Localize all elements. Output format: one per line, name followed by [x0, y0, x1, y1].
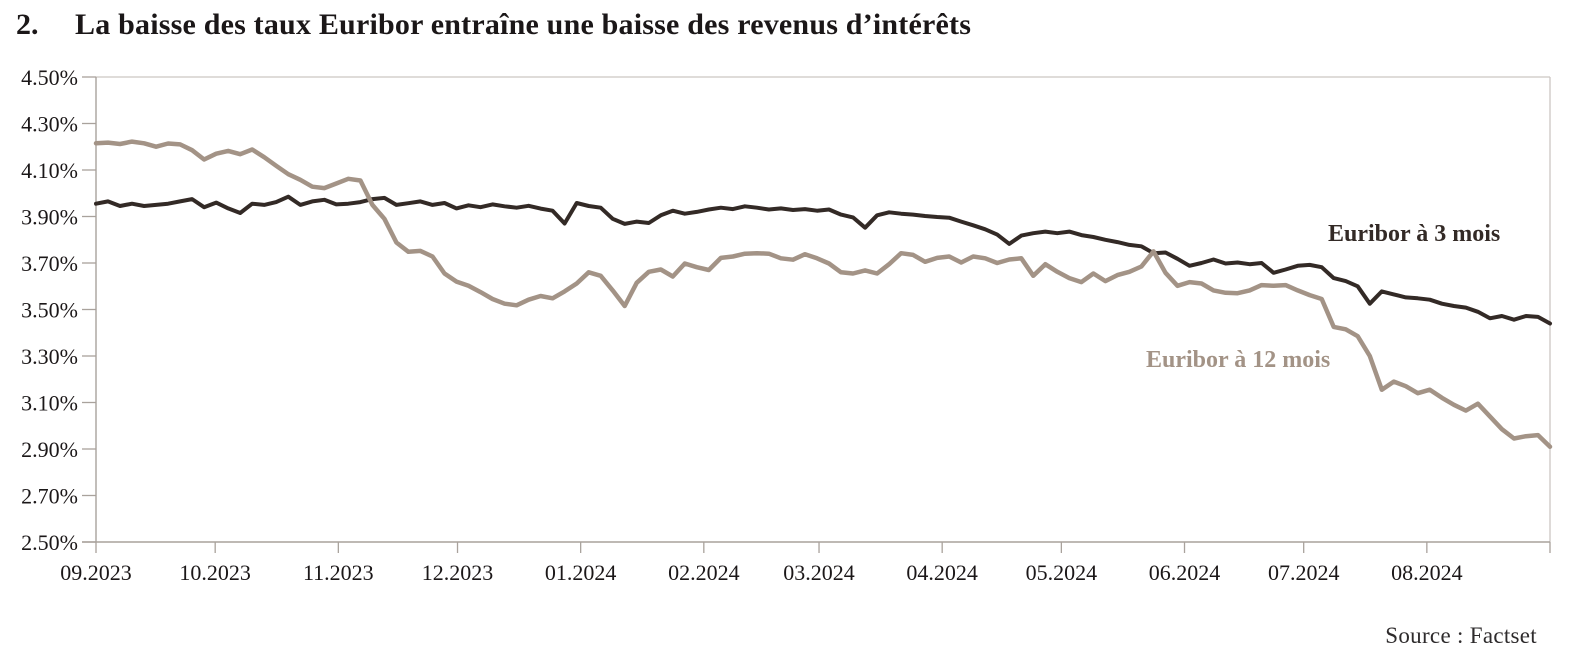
x-tick-label: 05.2024 — [1026, 560, 1098, 585]
y-tick-label: 3.10% — [21, 391, 78, 416]
page-title: La baisse des taux Euribor entraîne une … — [75, 8, 972, 41]
y-tick-label: 2.50% — [21, 530, 78, 555]
x-tick-label: 12.2023 — [422, 560, 494, 585]
y-tick-label: 4.10% — [21, 158, 78, 183]
x-tick-label: 09.2023 — [60, 560, 132, 585]
y-tick-label: 3.30% — [21, 344, 78, 369]
series-label-euribor-3m: Euribor à 3 mois — [1328, 221, 1501, 247]
x-tick-label: 03.2024 — [783, 560, 855, 585]
x-tick-label: 02.2024 — [668, 560, 740, 585]
y-tick-label: 3.50% — [21, 298, 78, 323]
y-tick-label: 4.50% — [21, 65, 78, 90]
series-label-euribor-12m: Euribor à 12 mois — [1146, 347, 1331, 373]
x-tick-label: 07.2024 — [1268, 560, 1340, 585]
source-caption: Source : Factset — [1385, 623, 1537, 648]
x-tick-label: 10.2023 — [179, 560, 251, 585]
x-tick-label: 11.2023 — [303, 560, 374, 585]
y-tick-label: 3.90% — [21, 205, 78, 230]
x-tick-label: 01.2024 — [545, 560, 617, 585]
x-tick-label: 08.2024 — [1391, 560, 1463, 585]
y-tick-label: 2.70% — [21, 484, 78, 509]
series-line-euribor-12m — [93, 139, 1553, 449]
y-tick-label: 4.30% — [21, 112, 78, 137]
y-tick-label: 2.90% — [21, 437, 78, 462]
x-tick-label: 04.2024 — [906, 560, 978, 585]
title-number: 2. — [16, 8, 39, 41]
y-tick-label: 3.70% — [21, 251, 78, 276]
x-tick-label: 06.2024 — [1149, 560, 1221, 585]
series-line-euribor-3m — [94, 194, 1552, 326]
